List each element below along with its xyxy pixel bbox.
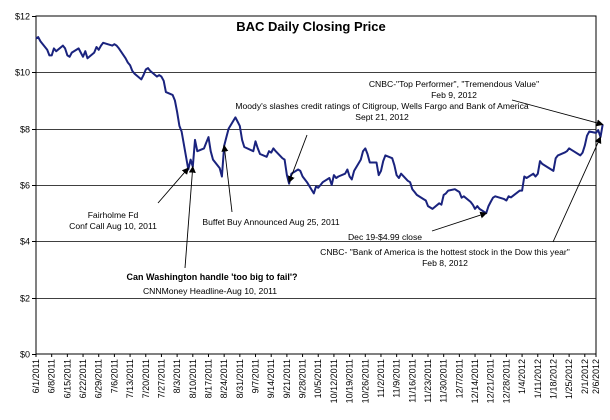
y-tick-label: $6: [20, 181, 30, 191]
x-tick-label: 6/22/2011: [78, 359, 88, 398]
y-tick-label: $4: [20, 237, 30, 247]
annotation-arrow: [431, 211, 488, 232]
line-layer: [35, 36, 604, 215]
annotation-text: Fairholme Fd: [88, 210, 139, 220]
x-tick-label: 10/5/2011: [313, 359, 323, 398]
x-tick-label: 1/25/2012: [564, 359, 574, 399]
x-tick-label: 6/29/2011: [94, 359, 104, 398]
x-tick-label: 11/2/2011: [376, 359, 386, 398]
x-tick-label: 8/10/2011: [188, 359, 198, 398]
x-tick-label: 2/6/2012: [591, 359, 601, 394]
x-tick-label: 2/1/2012: [580, 359, 590, 394]
annotation-text: Sept 21, 2012: [355, 112, 409, 122]
annotation-text: CNBC-"Top Performer", "Tremendous Value": [369, 79, 539, 89]
x-tick-label: 1/4/2012: [517, 359, 527, 394]
x-tick-label: 6/15/2011: [62, 359, 72, 398]
x-tick-label: 12/14/2011: [470, 359, 480, 403]
x-tick-label: 9/28/2011: [298, 359, 308, 398]
y-tick-label: $12: [15, 12, 30, 22]
x-tick-label: 9/7/2011: [251, 359, 261, 393]
x-tick-label: 9/21/2011: [282, 359, 292, 398]
annotation: Buffet Buy Announced Aug 25, 2011: [202, 144, 340, 227]
x-tick-label: 11/30/2011: [439, 359, 449, 403]
annotation-text: Can Washington handle 'too big to fail'?: [127, 272, 298, 282]
annotation-text: CNBC- "Bank of America is the hottest st…: [320, 247, 570, 257]
x-tick-label: 6/1/2011: [31, 359, 41, 393]
x-tick-label: 12/7/2011: [454, 359, 464, 398]
series-line: [35, 36, 604, 215]
x-tick-label: 11/9/2011: [392, 359, 402, 398]
annotation-arrow: [287, 134, 308, 184]
x-tick-label: 7/13/2011: [125, 359, 135, 398]
annotation: CNBC- "Bank of America is the hottest st…: [320, 136, 602, 268]
y-tick-label: $10: [15, 68, 30, 78]
annotation-text: Feb 8, 2012: [422, 258, 468, 268]
x-tick-label: 7/20/2011: [141, 359, 151, 398]
annotation-text: CNNMoney Headline-Aug 10, 2011: [143, 286, 277, 296]
x-tick-label: 9/14/2011: [266, 359, 276, 398]
x-tick-label: 12/28/2011: [501, 359, 511, 403]
x-tick-label: 8/17/2011: [203, 359, 213, 398]
annotation-text: Buffet Buy Announced Aug 25, 2011: [202, 217, 340, 227]
x-tick-label: 1/11/2012: [533, 359, 543, 398]
annotation-text: Feb 9, 2012: [431, 90, 477, 100]
annotation-arrow: [157, 167, 189, 204]
annotation-arrow: [184, 165, 196, 269]
x-tick-label: 11/16/2011: [407, 359, 417, 403]
x-tick-label: 8/24/2011: [219, 359, 229, 398]
x-tick-label: 10/12/2011: [329, 359, 339, 403]
x-tick-label: 10/26/2011: [360, 359, 370, 403]
x-tick-label: 10/19/2011: [345, 359, 355, 403]
annotation-text: Conf Call Aug 10, 2011: [69, 221, 157, 231]
plot-area-frame: [35, 15, 597, 355]
annotation-arrow: [552, 136, 602, 243]
x-tick-label: 12/21/2011: [486, 359, 496, 403]
annotation: Moody's slashes credit ratings of Citigr…: [235, 101, 529, 184]
y-tick-label: $0: [20, 350, 30, 360]
annotation-arrow: [511, 99, 604, 127]
annotation: Dec 19-$4.99 close: [348, 211, 488, 242]
x-tick-label: 8/3/2011: [172, 359, 182, 393]
x-tick-label: 8/31/2011: [235, 359, 245, 398]
y-tick-label: $8: [20, 125, 30, 135]
x-tick-label: 7/27/2011: [156, 359, 166, 398]
annotation: CNBC-"Top Performer", "Tremendous Value"…: [369, 79, 604, 127]
annotation: Can Washington handle 'too big to fail'?: [127, 165, 298, 282]
chart-title: BAC Daily Closing Price: [236, 19, 386, 34]
annotation-arrow: [221, 144, 233, 213]
x-tick-label: 11/23/2011: [423, 359, 433, 403]
annotation-layer: CNBC-"Top Performer", "Tremendous Value"…: [69, 79, 604, 296]
grid-layer: [35, 15, 597, 355]
y-tick-label: $2: [20, 294, 30, 304]
axis-layer: $0 $2 $4 $6 $8 $10 $12 6/1/2011 6/8/2011 6/15/201…: [15, 12, 601, 404]
x-tick-label: 7/6/2011: [109, 359, 119, 393]
annotation-text: Moody's slashes credit ratings of Citigr…: [235, 101, 529, 111]
annotation-text: Dec 19-$4.99 close: [348, 232, 422, 242]
annotation: CNNMoney Headline-Aug 10, 2011: [143, 286, 277, 296]
x-tick-label: 6/8/2011: [47, 359, 57, 393]
x-tick-label: 1/18/2012: [548, 359, 558, 399]
